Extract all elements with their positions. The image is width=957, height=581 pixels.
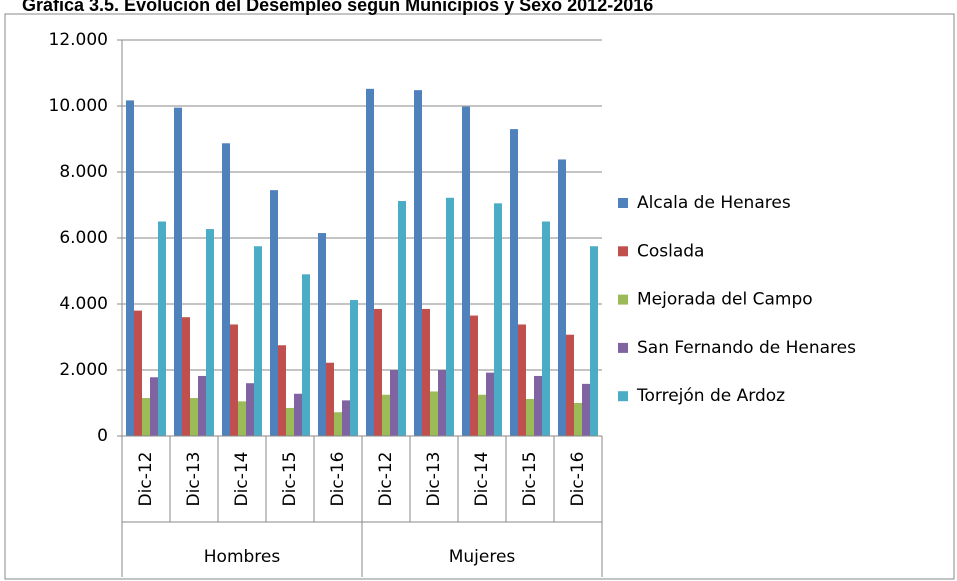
group-label: Mujeres <box>449 547 516 567</box>
bar <box>198 375 206 436</box>
bar <box>526 399 534 436</box>
bar <box>158 221 166 436</box>
bar <box>278 345 286 436</box>
bar <box>414 90 422 436</box>
bar <box>398 201 406 436</box>
bar <box>270 190 278 436</box>
legend-label: Coslada <box>637 241 704 261</box>
bar <box>190 398 198 436</box>
bar <box>518 324 526 436</box>
bar <box>182 317 190 436</box>
bar <box>446 197 454 436</box>
bar <box>566 334 574 436</box>
bar <box>230 324 238 436</box>
bar <box>390 370 398 436</box>
group-label: Hombres <box>204 547 281 567</box>
bar <box>302 274 310 436</box>
y-tick-label: 6.000 <box>59 228 108 248</box>
legend-swatch <box>618 246 628 257</box>
bar <box>326 362 334 436</box>
bar <box>294 393 302 436</box>
y-tick-label: 0 <box>97 426 108 446</box>
bar <box>374 308 382 436</box>
y-tick-label: 12.000 <box>49 30 108 50</box>
x-tick-label: Dic-12 <box>376 452 396 507</box>
legend-label: San Fernando de Henares <box>637 338 856 358</box>
bar <box>142 398 150 436</box>
bar <box>126 100 134 436</box>
bar <box>382 394 390 436</box>
y-tick-label: 8.000 <box>59 162 108 182</box>
x-tick-label: Dic-12 <box>136 452 156 507</box>
bar <box>286 407 294 436</box>
y-tick-label: 10.000 <box>49 96 108 116</box>
bar <box>486 372 494 436</box>
bar <box>350 300 358 436</box>
y-tick-label: 4.000 <box>59 294 108 314</box>
x-tick-label: Dic-16 <box>328 452 348 507</box>
bar <box>222 143 230 437</box>
bar <box>246 383 254 436</box>
legend-swatch <box>618 198 628 208</box>
chart-title: Gráfica 3.5. Evolución del Desempleo seg… <box>22 0 653 15</box>
bar <box>206 229 214 436</box>
bar <box>494 203 502 436</box>
bar <box>478 394 486 436</box>
bar <box>438 370 446 436</box>
x-tick-label: Dic-13 <box>184 452 204 507</box>
x-tick-label: Dic-15 <box>280 452 300 507</box>
x-tick-label: Dic-14 <box>472 452 492 507</box>
bar <box>174 107 182 437</box>
bar <box>238 401 246 436</box>
bar <box>590 246 598 436</box>
y-tick-label: 2.000 <box>59 360 108 380</box>
x-tick-label: Dic-16 <box>568 452 588 507</box>
bar <box>254 246 262 436</box>
bar <box>150 377 158 436</box>
bar <box>422 308 430 436</box>
bar <box>318 233 326 436</box>
bar <box>542 221 550 436</box>
legend-label: Torrejón de Ardoz <box>636 386 785 406</box>
bar <box>134 310 142 436</box>
bar <box>342 400 350 436</box>
x-tick-label: Dic-14 <box>232 452 252 507</box>
bar <box>574 403 582 436</box>
bar <box>534 375 542 436</box>
bar <box>582 383 590 436</box>
bar <box>334 412 342 436</box>
bar <box>470 315 478 436</box>
legend-swatch <box>618 391 628 402</box>
bar <box>430 391 438 436</box>
legend-label: Mejorada del Campo <box>637 290 813 310</box>
bar <box>462 106 470 436</box>
x-tick-label: Dic-15 <box>520 452 540 507</box>
bar <box>510 129 518 436</box>
legend-swatch <box>618 294 628 305</box>
legend-label: Alcala de Henares <box>637 193 791 213</box>
x-tick-label: Dic-13 <box>424 452 444 507</box>
legend-swatch <box>618 342 628 353</box>
bar <box>558 159 566 436</box>
bar <box>366 88 374 436</box>
